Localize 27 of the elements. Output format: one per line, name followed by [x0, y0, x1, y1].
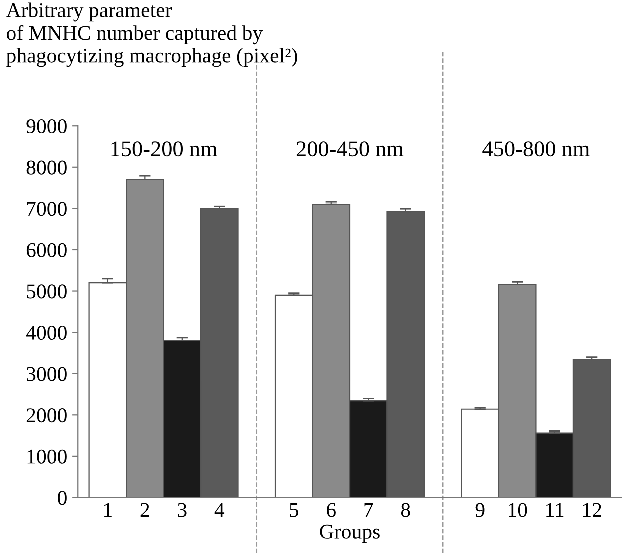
x-tick-label: 4: [214, 503, 225, 518]
y-tick-label: 9000: [26, 119, 67, 134]
x-tick-label: 1: [104, 503, 112, 518]
x-tick-label: 9: [476, 503, 485, 518]
x-tick-label: 3: [178, 503, 187, 518]
y-tick-label: 5000: [27, 284, 67, 299]
x-tick-label: 8: [401, 503, 410, 518]
x-tick-label: 6: [327, 503, 336, 518]
x-tick-label: 12: [583, 503, 602, 518]
y-tick-label: 1000: [28, 450, 67, 464]
y-tick-label: 3000: [27, 367, 67, 382]
y-tick-label: 2000: [26, 408, 67, 423]
annotation: 200-450 nm: [296, 142, 404, 157]
x-tick-label: 5: [290, 503, 299, 518]
x-tick-label: 2: [140, 503, 150, 518]
x-tick-label: 7: [364, 503, 374, 518]
y-tick-label: 7000: [27, 202, 67, 216]
y-tick-label: 6000: [26, 243, 67, 258]
annotation: 450-800 nm: [482, 142, 590, 157]
x-tick-label: 10: [509, 503, 528, 518]
x-tick-label: 11: [546, 503, 564, 518]
y-tick-label: 0: [58, 491, 67, 506]
y-axis-title: Arbitrary parameter of MNHC number captured by phagocytizing macrophage (pixel²): [6, 2, 298, 68]
annotation: 150-200 nm: [112, 142, 218, 157]
y-tick-label: 4000: [26, 326, 67, 340]
y-tick-label: 8000: [26, 160, 67, 175]
x-axis-title: Groups: [320, 524, 380, 544]
